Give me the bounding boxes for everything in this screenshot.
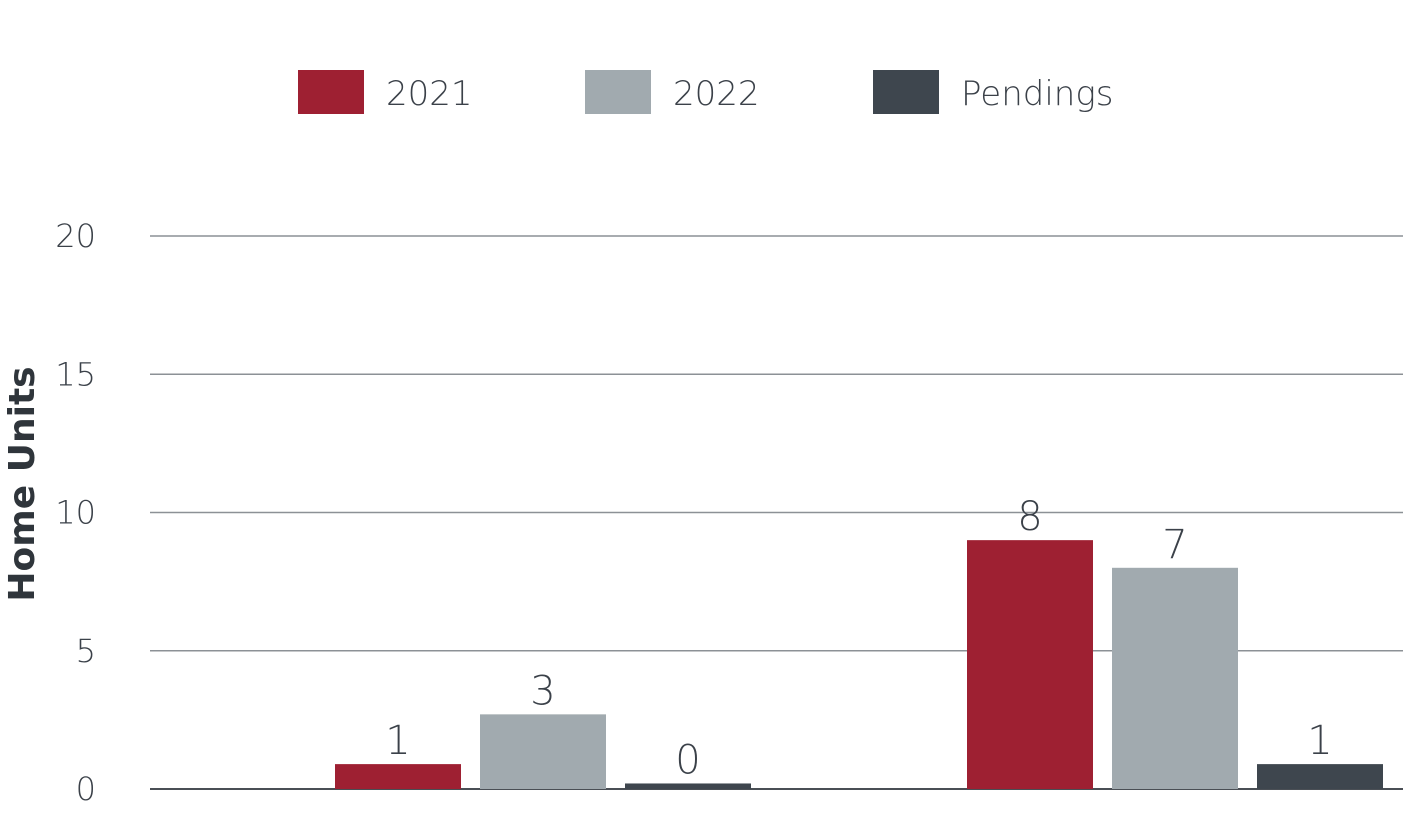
- bars: [335, 540, 1383, 789]
- data-label: 8: [1017, 494, 1042, 540]
- legend: 2021 2022 Pendings: [298, 70, 1113, 114]
- legend-label: 2022: [673, 74, 760, 114]
- data-label: 7: [1162, 522, 1187, 568]
- y-tick-label: 10: [55, 494, 96, 532]
- y-tick-label: 15: [55, 355, 96, 393]
- bar-2021: [335, 764, 461, 789]
- y-axis-ticks: 0 5 10 15 20: [55, 217, 96, 808]
- legend-label: Pendings: [961, 74, 1113, 114]
- y-tick-label: 5: [76, 632, 96, 670]
- bar-pendings: [1257, 764, 1383, 789]
- y-tick-label: 0: [76, 770, 96, 808]
- bar-2022: [1112, 567, 1238, 789]
- y-tick-label: 20: [55, 217, 96, 255]
- y-axis-title: Home Units: [2, 366, 43, 601]
- data-labels: 1 8 3 7 0 1: [385, 494, 1332, 783]
- legend-swatch: [873, 70, 939, 114]
- bar-2022: [480, 714, 606, 789]
- data-label: 1: [385, 718, 410, 764]
- legend-swatch: [298, 70, 364, 114]
- legend-swatch: [585, 70, 651, 114]
- bar-pendings: [625, 783, 751, 789]
- data-label: 1: [1307, 718, 1332, 764]
- data-label: 0: [675, 737, 700, 783]
- legend-label: 2021: [386, 74, 473, 114]
- bar-2021: [967, 540, 1093, 789]
- data-label: 3: [530, 668, 555, 714]
